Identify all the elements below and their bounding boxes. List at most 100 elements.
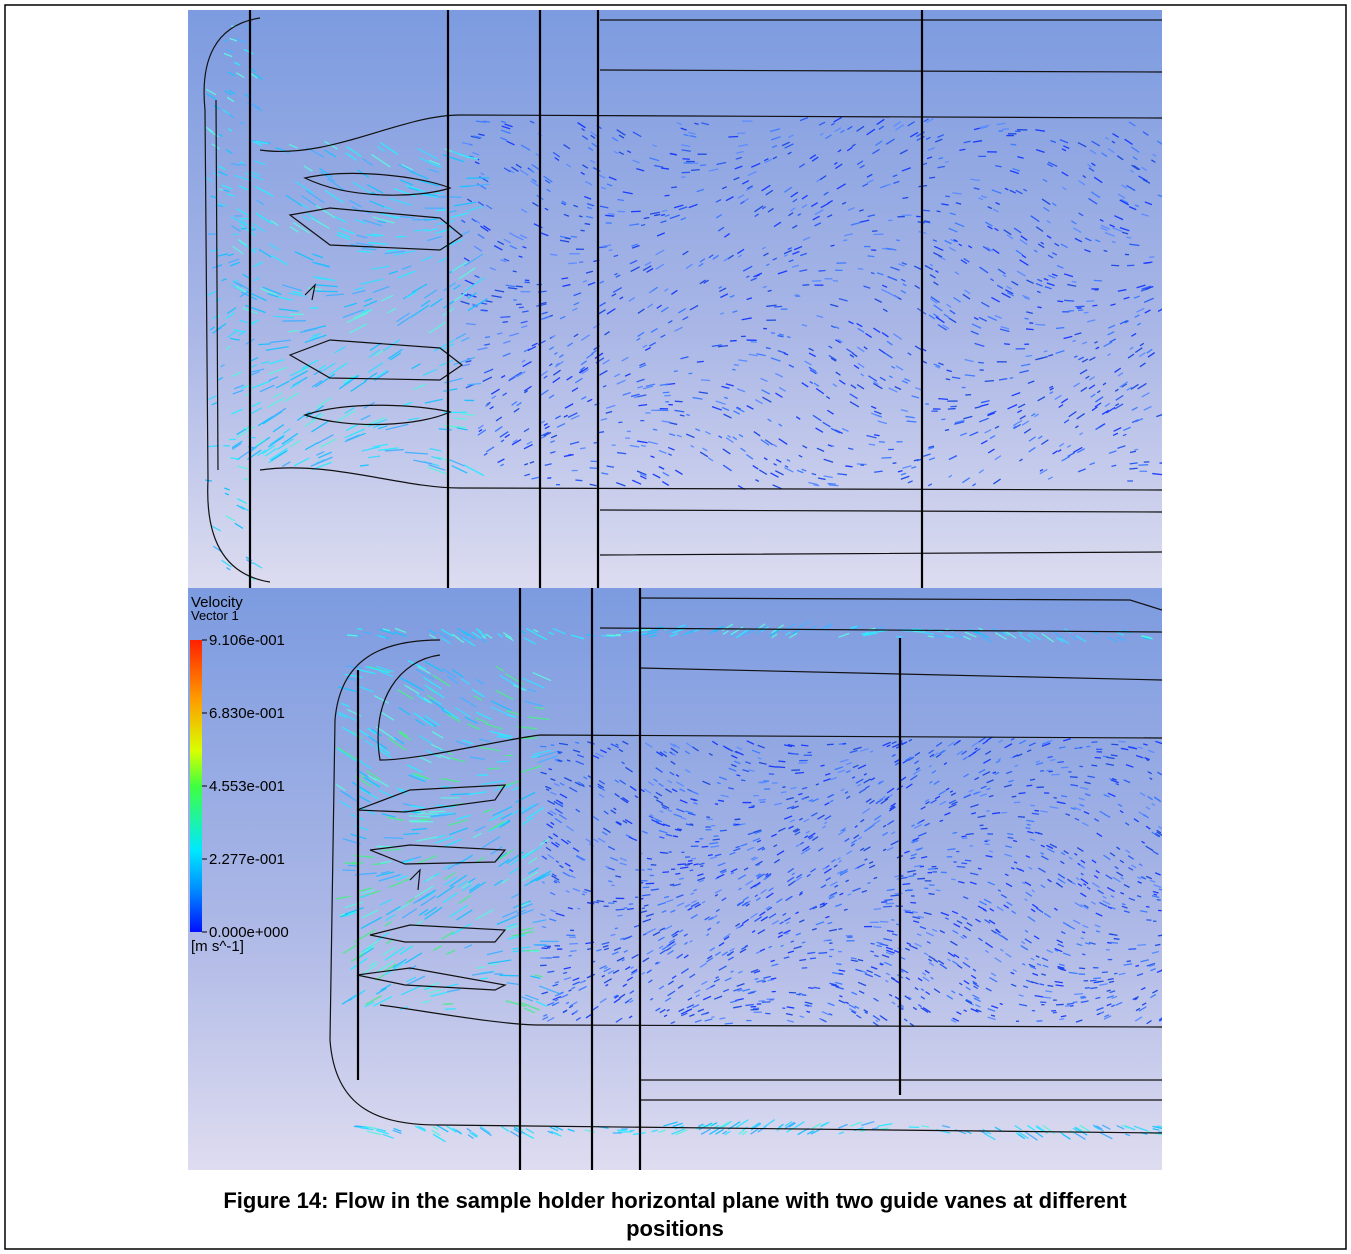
- vector: [711, 1017, 714, 1018]
- vector: [1091, 765, 1097, 766]
- vector: [1082, 954, 1085, 955]
- vector: [831, 245, 835, 246]
- vector: [1138, 465, 1148, 466]
- vector: [550, 254, 557, 255]
- vector: [1078, 310, 1083, 311]
- vector: [396, 236, 406, 237]
- vector: [1086, 301, 1094, 302]
- vector: [579, 262, 583, 263]
- vector: [938, 399, 948, 400]
- vector: [819, 270, 826, 271]
- vector: [258, 344, 270, 345]
- vector: [606, 635, 621, 636]
- vector: [384, 838, 404, 839]
- legend-subtitle: Vector 1: [191, 608, 239, 623]
- vector: [715, 804, 718, 805]
- background: [188, 588, 1162, 1170]
- caption: Figure 14: Flow in the sample holder hor…: [223, 1188, 1127, 1213]
- vector: [874, 909, 882, 910]
- vector: [1024, 318, 1028, 319]
- vector: [790, 753, 799, 754]
- vector: [663, 853, 669, 854]
- vector: [845, 466, 852, 467]
- vector: [581, 230, 585, 231]
- vector: [961, 863, 967, 864]
- vector: [1134, 449, 1138, 450]
- vector: [575, 480, 582, 481]
- vector: [582, 894, 585, 895]
- background: [188, 10, 1162, 588]
- vector: [480, 978, 488, 979]
- vector: [1093, 978, 1101, 979]
- vector: [921, 1126, 929, 1127]
- vector: [890, 895, 899, 896]
- vector: [673, 836, 678, 837]
- vector: [1158, 935, 1163, 936]
- vector: [936, 890, 941, 891]
- vector: [677, 864, 685, 865]
- vector: [691, 170, 700, 171]
- vector: [1112, 242, 1116, 243]
- vector: [233, 234, 239, 235]
- vector: [707, 819, 713, 820]
- vector: [725, 1023, 733, 1024]
- vector: [444, 1004, 453, 1005]
- vector: [1157, 900, 1161, 901]
- vector: [488, 768, 500, 769]
- vector: [608, 881, 612, 882]
- vector: [1026, 785, 1032, 786]
- vector: [843, 240, 847, 241]
- vector: [1111, 744, 1118, 745]
- vector: [310, 308, 319, 309]
- vector: [879, 442, 885, 443]
- vector: [871, 943, 875, 944]
- vector: [241, 228, 246, 229]
- vector: [821, 765, 825, 766]
- vector: [1064, 300, 1074, 301]
- vector: [634, 397, 638, 398]
- vector: [1046, 770, 1051, 771]
- vector: [801, 745, 808, 746]
- vector: [1037, 307, 1041, 308]
- vector: [1010, 378, 1014, 379]
- vector: [902, 884, 910, 885]
- vector: [585, 224, 590, 225]
- vector: [1007, 834, 1013, 835]
- vector: [500, 317, 510, 318]
- vector: [824, 940, 828, 941]
- vector: [945, 196, 949, 197]
- vector: [1072, 281, 1077, 282]
- vector: [1019, 793, 1026, 794]
- vector: [742, 824, 746, 825]
- vector: [735, 819, 740, 820]
- vector: [1048, 985, 1054, 986]
- vector: [929, 894, 935, 895]
- vector: [1004, 344, 1010, 345]
- vector: [460, 186, 471, 187]
- vector: [1045, 991, 1052, 992]
- vector: [608, 214, 615, 215]
- vector: [665, 195, 670, 196]
- vector: [239, 218, 250, 219]
- vector: [838, 929, 842, 930]
- vector: [886, 903, 894, 904]
- top-panel: [188, 10, 1169, 588]
- vector: [870, 951, 874, 952]
- vector: [675, 873, 680, 874]
- vector: [641, 225, 645, 226]
- vector: [896, 240, 899, 241]
- vector: [690, 870, 693, 871]
- vector: [1030, 779, 1035, 780]
- vector: [733, 824, 739, 825]
- vector: [843, 744, 847, 745]
- vector: [858, 268, 863, 269]
- vector: [1127, 961, 1131, 962]
- vector: [642, 908, 645, 909]
- vector: [480, 310, 486, 311]
- vector: [477, 775, 488, 776]
- vector: [436, 210, 446, 211]
- caption: positions: [626, 1216, 724, 1241]
- vector: [1114, 939, 1120, 940]
- vector: [985, 381, 994, 382]
